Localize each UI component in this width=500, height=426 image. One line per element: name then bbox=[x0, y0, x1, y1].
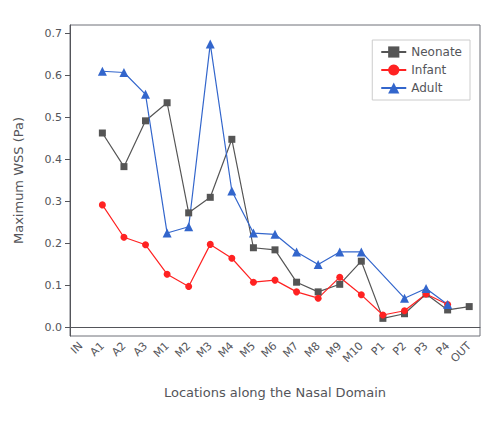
svg-text:M2: M2 bbox=[172, 339, 193, 360]
svg-text:0.3: 0.3 bbox=[45, 195, 63, 208]
svg-text:Adult: Adult bbox=[411, 81, 443, 95]
svg-text:0.4: 0.4 bbox=[45, 153, 63, 166]
svg-text:Infant: Infant bbox=[411, 63, 446, 77]
svg-text:0.0: 0.0 bbox=[45, 321, 63, 334]
svg-text:M5: M5 bbox=[237, 339, 258, 360]
svg-text:A3: A3 bbox=[131, 339, 150, 358]
svg-text:OUT: OUT bbox=[448, 339, 474, 365]
svg-text:P3: P3 bbox=[412, 339, 431, 358]
svg-text:M10: M10 bbox=[340, 339, 366, 365]
svg-text:M9: M9 bbox=[323, 339, 345, 361]
svg-text:M4: M4 bbox=[216, 339, 237, 360]
svg-text:0.5: 0.5 bbox=[45, 111, 63, 124]
svg-text:P2: P2 bbox=[390, 339, 409, 358]
svg-text:Neonate: Neonate bbox=[411, 45, 462, 59]
svg-text:M7: M7 bbox=[280, 339, 301, 360]
svg-text:Maximum WSS (Pa): Maximum WSS (Pa) bbox=[11, 117, 26, 244]
svg-text:Locations along the Nasal Doma: Locations along the Nasal Domain bbox=[164, 385, 386, 400]
svg-text:M1: M1 bbox=[151, 339, 172, 360]
svg-text:M6: M6 bbox=[259, 339, 280, 360]
svg-text:A1: A1 bbox=[88, 339, 107, 358]
svg-text:A2: A2 bbox=[109, 339, 128, 358]
svg-text:0.1: 0.1 bbox=[45, 279, 63, 292]
svg-text:P4: P4 bbox=[433, 339, 453, 359]
svg-text:M8: M8 bbox=[302, 339, 323, 360]
svg-text:0.7: 0.7 bbox=[45, 27, 63, 40]
svg-text:M3: M3 bbox=[194, 339, 215, 360]
svg-text:IN: IN bbox=[68, 339, 85, 356]
svg-text:0.2: 0.2 bbox=[45, 237, 63, 250]
svg-text:P1: P1 bbox=[369, 339, 388, 358]
svg-text:0.6: 0.6 bbox=[45, 69, 63, 82]
